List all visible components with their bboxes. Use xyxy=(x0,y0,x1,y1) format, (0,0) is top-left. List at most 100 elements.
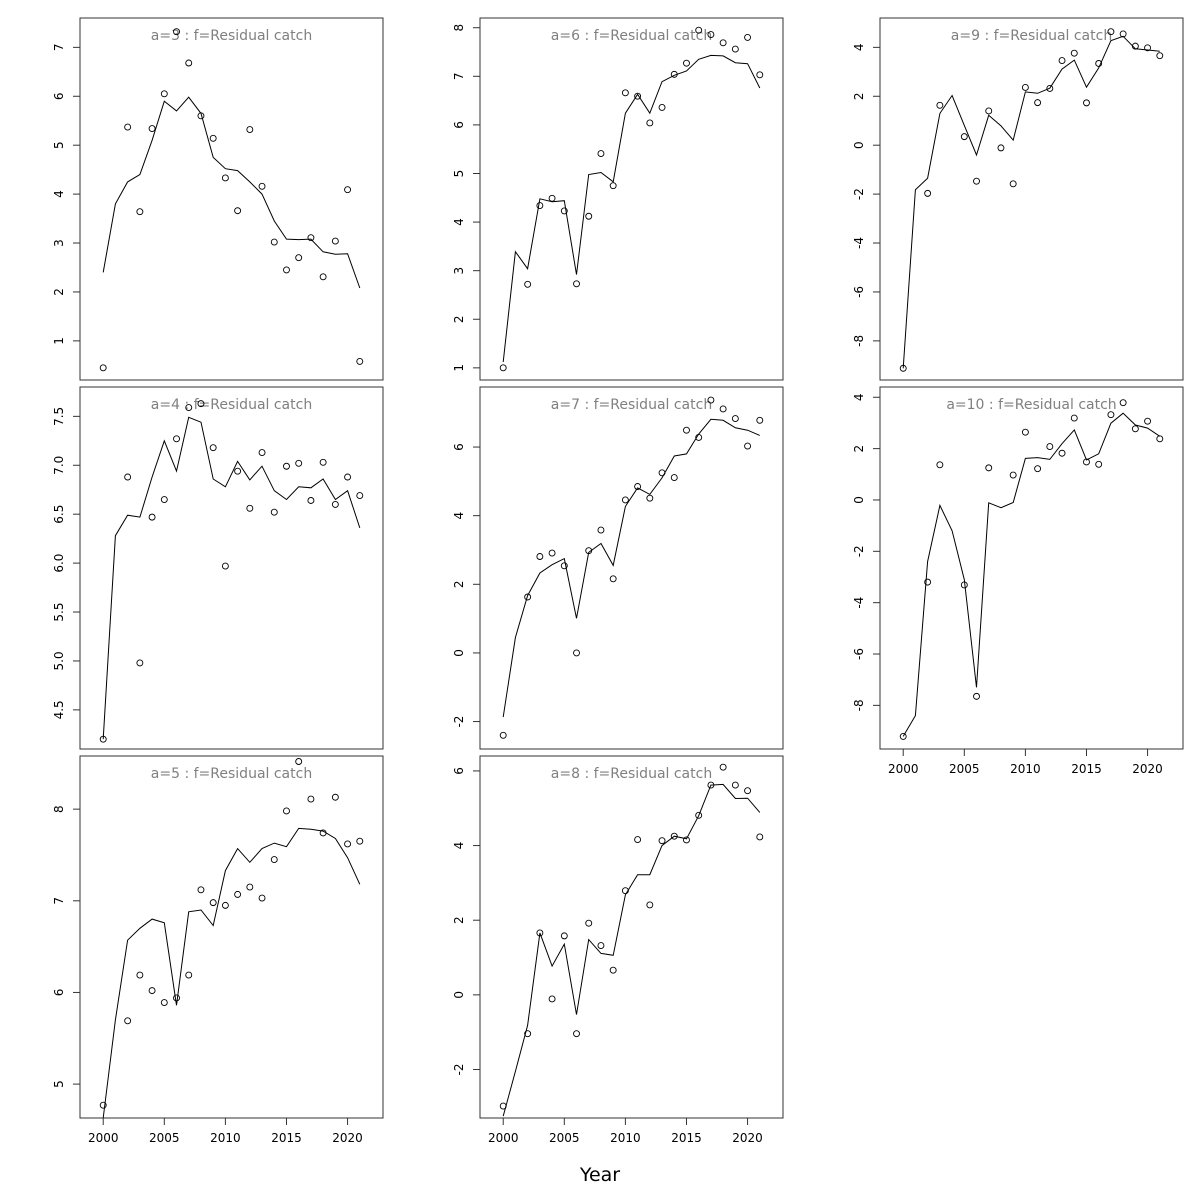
observed-point xyxy=(573,1030,580,1038)
observed-point xyxy=(99,364,107,372)
panel-title: a=9 : f=Residual catch xyxy=(951,28,1112,44)
panel-a-5: a=5 : f=Residual catch 5 6 7 8 2000 2005 2010 20… xyxy=(52,755,384,1145)
panel-a-6: a=6 : f=Residual catch 1 2 3 4 5 6 7 8 xyxy=(452,17,784,381)
fitted-line xyxy=(502,54,761,363)
observed-point xyxy=(683,426,690,434)
fitted-line xyxy=(102,416,361,740)
x-tick-label: 2005 xyxy=(149,1131,180,1145)
plot-frame xyxy=(79,17,384,381)
y-tick-label: 4 xyxy=(52,190,66,198)
panel-a-10: a=10 : f=Residual catch -8 -6 -4 -2 0 2 4 2000 20… xyxy=(852,386,1184,776)
observed-point xyxy=(1083,458,1090,466)
x-tick-label: 2010 xyxy=(610,1131,641,1145)
panel-a-4: a=4 : f=Residual catch 4.5 5.0 5.5 6.0 6.5 7.0… xyxy=(52,386,384,750)
plot-frame xyxy=(479,17,784,381)
observed-point xyxy=(295,758,303,765)
observed-point xyxy=(973,177,980,185)
observed-point xyxy=(1046,84,1054,92)
observed-point xyxy=(136,971,144,979)
observed-point xyxy=(609,966,617,974)
observed-point xyxy=(658,103,666,111)
plot-frame xyxy=(79,386,384,750)
panel-title: a=10 : f=Residual catch xyxy=(946,397,1116,413)
y-tick-label: -6 xyxy=(852,286,866,298)
plot-frame xyxy=(479,755,784,1119)
observed-point xyxy=(707,31,715,38)
observed-point xyxy=(221,174,229,182)
y-tick-label: 1 xyxy=(452,364,466,372)
observed-point xyxy=(585,212,593,220)
observed-point xyxy=(744,787,752,795)
observed-point xyxy=(1095,60,1103,67)
observed-point xyxy=(756,833,764,841)
observed-point xyxy=(536,202,544,210)
observed-point xyxy=(731,45,739,53)
x-tick-label: 2005 xyxy=(949,762,980,776)
observed-point xyxy=(197,886,205,894)
observed-point xyxy=(307,497,315,504)
y-tick-label: 2 xyxy=(452,580,466,588)
y-tick-label: 6 xyxy=(452,443,466,451)
observed-point xyxy=(731,781,739,789)
y-tick-label: 3 xyxy=(452,267,466,275)
observed-point xyxy=(658,469,666,477)
observed-point xyxy=(1070,414,1078,422)
observed-point xyxy=(1009,471,1017,479)
observed-point xyxy=(548,995,556,1003)
observed-point xyxy=(1144,44,1152,52)
observed-point xyxy=(319,273,327,281)
y-tick-label: 4 xyxy=(452,512,466,520)
observed-point xyxy=(344,186,352,194)
observed-point xyxy=(124,473,132,481)
observed-point xyxy=(646,494,654,502)
observed-point xyxy=(197,112,205,120)
panel-title: a=5 : f=Residual catch xyxy=(151,766,312,782)
x-tick-label: 2000 xyxy=(88,1131,119,1145)
panel-grid: a=3 : f=Residual catch 1 2 3 4 5 6 7 a=4 : f=Res… xyxy=(52,17,1184,1145)
observed-point xyxy=(609,182,617,190)
observed-point xyxy=(973,692,980,700)
observed-point xyxy=(670,474,678,482)
y-tick-label: 5 xyxy=(452,170,466,178)
observed-point xyxy=(1156,435,1164,443)
plot-frame xyxy=(879,17,1184,381)
observed-point xyxy=(548,549,556,557)
y-tick-label: 0 xyxy=(452,991,466,999)
observed-point xyxy=(246,504,254,512)
observed-point xyxy=(683,836,690,844)
observed-point xyxy=(356,357,364,365)
observed-point xyxy=(246,883,254,891)
observed-point xyxy=(160,999,168,1006)
y-tick-label: 7.5 xyxy=(52,407,66,426)
y-tick-label: 5 xyxy=(52,141,66,149)
observed-point xyxy=(499,1102,507,1110)
observed-point xyxy=(173,435,180,443)
y-tick-label: 0 xyxy=(852,496,866,504)
fitted-line xyxy=(902,412,1161,737)
y-tick-label: 4 xyxy=(852,393,866,401)
observed-point xyxy=(148,987,156,995)
observed-point xyxy=(344,473,352,481)
x-tick-label: 2010 xyxy=(210,1131,241,1145)
observed-point xyxy=(124,1017,132,1025)
observed-point xyxy=(536,553,544,560)
observed-point xyxy=(356,837,364,845)
observed-point xyxy=(936,101,944,109)
observed-point xyxy=(621,496,629,504)
fitted-line xyxy=(102,96,361,289)
observed-point xyxy=(99,735,107,743)
observed-point xyxy=(1021,428,1029,436)
observed-point xyxy=(331,237,339,245)
observed-point xyxy=(173,994,180,1002)
y-tick-label: -2 xyxy=(852,545,866,557)
y-tick-label: 2 xyxy=(452,916,466,924)
y-tick-label: 0 xyxy=(452,649,466,657)
observed-point xyxy=(1046,443,1054,451)
observed-point xyxy=(960,581,968,589)
observed-point xyxy=(356,492,364,500)
observed-point xyxy=(1107,411,1115,419)
observed-point xyxy=(524,1030,532,1038)
y-tick-label: -8 xyxy=(852,335,866,347)
y-tick-label: 5.5 xyxy=(52,602,66,621)
y-tick-label: 7.0 xyxy=(52,456,66,475)
